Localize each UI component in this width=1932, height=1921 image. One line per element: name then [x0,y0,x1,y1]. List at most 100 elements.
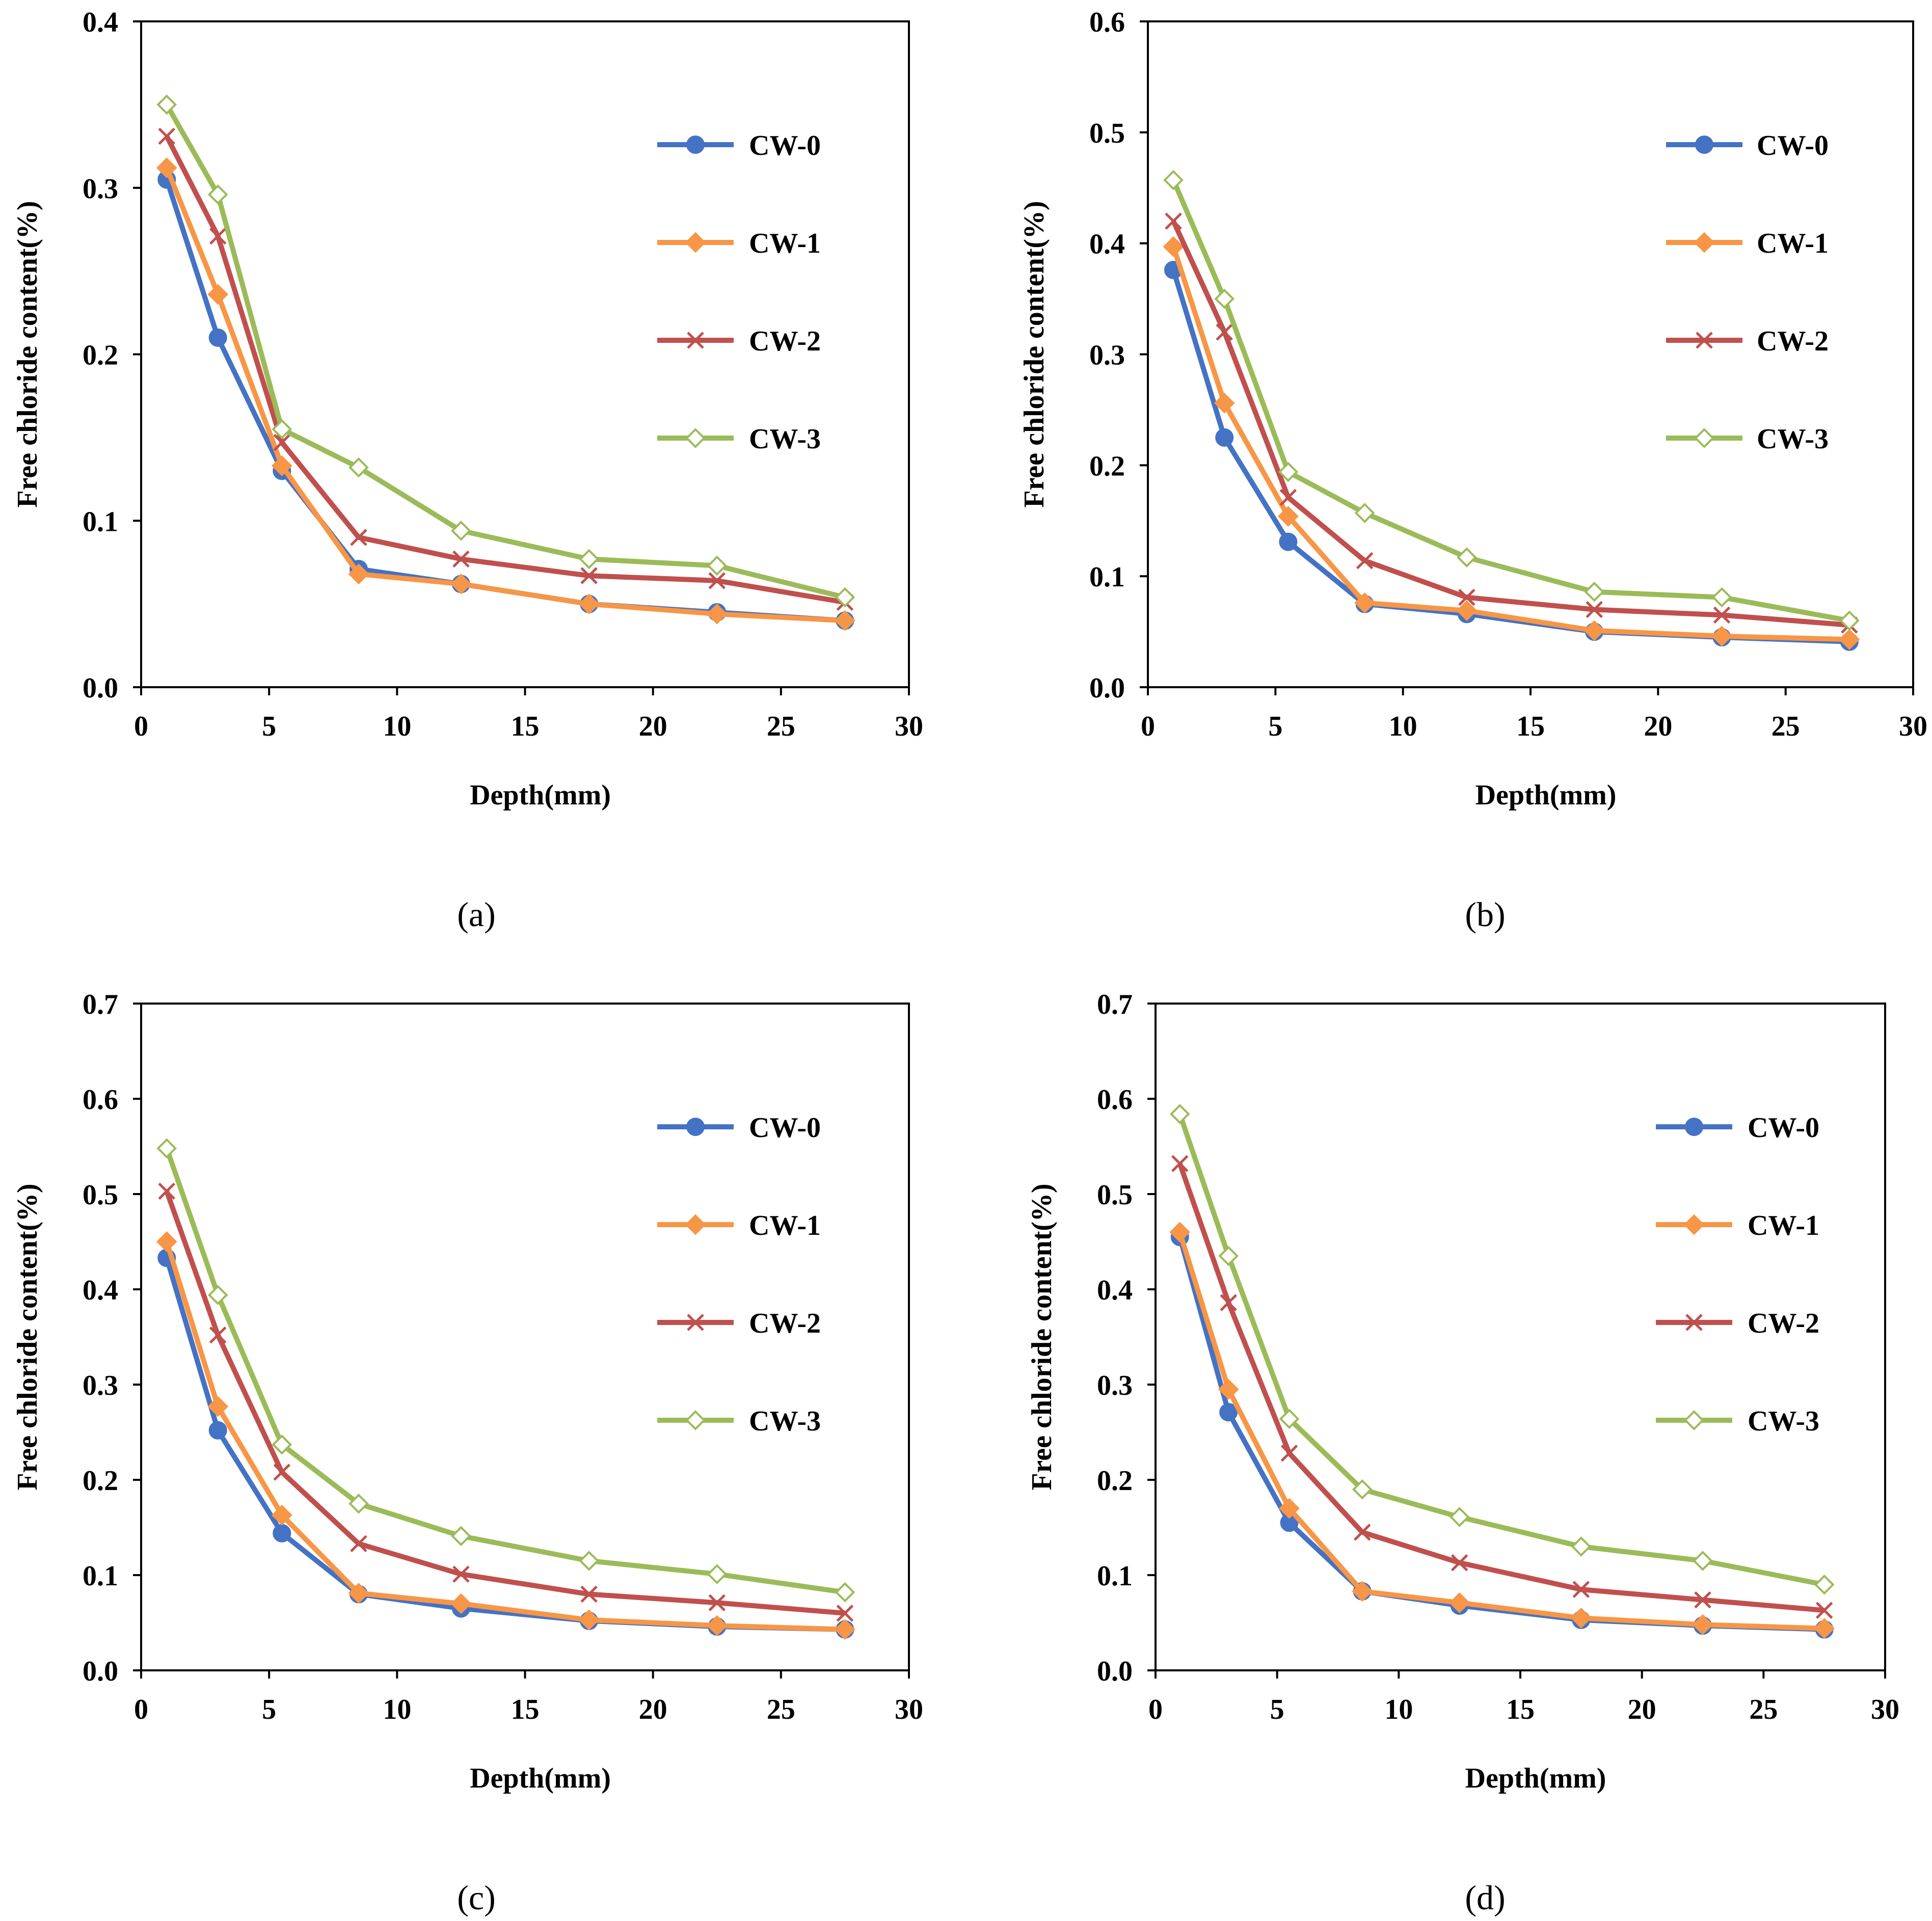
legend-marker [685,1214,706,1235]
data-point [1693,1551,1713,1571]
legend-marker [1694,428,1714,448]
legend-marker [685,428,706,448]
data-point [1451,1554,1468,1572]
data-point [835,610,855,631]
y-tick-label: 0.4 [1097,1275,1133,1306]
data-point [1278,462,1299,482]
x-tick-label: 25 [767,711,795,742]
legend-label: CW-3 [1748,1405,1819,1437]
y-tick-label: 0.3 [1097,1370,1133,1401]
legend-label: CW-2 [749,326,821,357]
data-point [1354,592,1375,613]
data-point [207,1396,229,1417]
legend-label: CW-2 [1757,326,1829,357]
data-point [707,555,728,576]
x-tick-label: 5 [262,711,276,742]
legend-item-cw-2: CW-2 [1656,1308,1819,1339]
legend-item-cw-1: CW-1 [657,228,821,259]
panel-label: (a) [457,895,495,934]
legend-marker [686,1118,705,1136]
y-tick-label: 0.2 [83,340,118,371]
series-line [1171,179,1850,624]
legend-label: CW-3 [749,423,821,455]
legend-marker [685,232,706,253]
data-point [1584,581,1604,602]
data-point [1163,236,1184,257]
series-line [1177,1231,1824,1631]
data-point [1163,170,1184,191]
x-tick-label: 5 [1268,711,1282,742]
data-point [1214,288,1235,309]
legend-label: CW-0 [1748,1112,1819,1144]
series-cw-3 [156,1138,855,1603]
legend-item-cw-3: CW-3 [657,423,821,455]
data-point [452,1565,470,1583]
series-cw-3 [1163,170,1860,631]
x-tick-label: 30 [895,711,923,742]
x-tick-label: 20 [1628,1694,1656,1725]
data-point [350,529,367,546]
x-tick-label: 20 [639,711,667,742]
legend-marker [1696,332,1713,349]
data-point [1449,1592,1470,1613]
x-tick-label: 30 [1871,1694,1899,1725]
data-point [1356,552,1374,570]
panel-label: (c) [457,1878,495,1917]
legend-marker [685,1410,706,1430]
y-tick-label: 0.2 [1097,1465,1133,1497]
data-point [1572,1581,1590,1598]
data-point [209,1326,227,1344]
x-axis-title: Depth(mm) [470,1763,611,1794]
series-cw-2 [158,127,854,611]
data-point [1815,1602,1833,1619]
data-point [1839,610,1860,631]
x-tick-label: 30 [1899,711,1927,742]
legend-item-cw-0: CW-0 [1656,1112,1819,1144]
x-axis-title: Depth(mm) [1475,779,1617,811]
data-point [208,1421,227,1440]
data-point [348,457,369,478]
data-point [1279,1409,1300,1429]
data-point [578,593,600,615]
y-tick-label: 0.1 [1089,561,1125,593]
data-point [158,127,176,145]
y-axis-title: Free chloride content(%) [12,1183,43,1490]
legend-label: CW-3 [749,1405,821,1437]
legend: CW-0 CW-1 CW-2 CW-3 [1656,1112,1819,1437]
x-tick-label: 0 [1141,711,1155,742]
y-tick-label: 0.1 [83,506,118,537]
data-point [271,1504,292,1526]
x-axis-title: Depth(mm) [470,779,611,811]
x-tick-label: 0 [134,1694,148,1725]
y-tick-label: 0.1 [1097,1560,1133,1592]
legend-marker [687,1314,704,1331]
legend-item-cw-3: CW-3 [1666,423,1829,455]
data-point [1692,1614,1713,1635]
series-line [164,1190,845,1616]
series-line [164,167,845,624]
data-point [1214,392,1235,414]
panel-label: (d) [1465,1878,1505,1917]
data-point [156,1138,177,1159]
y-tick-label: 0.3 [83,173,118,205]
data-point [1354,503,1375,523]
x-tick-label: 25 [767,1694,795,1725]
legend-label: CW-3 [1757,423,1829,455]
series-line [164,1147,846,1595]
data-point [835,1582,855,1603]
data-point [1352,1581,1373,1602]
x-tick-label: 0 [1148,1694,1163,1725]
data-point [706,603,728,625]
data-point [835,587,855,608]
series-line [164,135,846,605]
data-point [1352,1479,1373,1500]
y-tick-label: 0.0 [83,1656,118,1687]
data-point [272,419,292,440]
legend-item-cw-0: CW-0 [1666,130,1829,161]
data-point [1279,489,1297,506]
x-tick-label: 15 [511,1694,540,1725]
data-point [1169,1104,1190,1124]
y-tick-label: 0.2 [1089,450,1125,482]
y-axis-title: Free chloride content(%) [1018,201,1050,507]
data-point [835,1619,855,1640]
